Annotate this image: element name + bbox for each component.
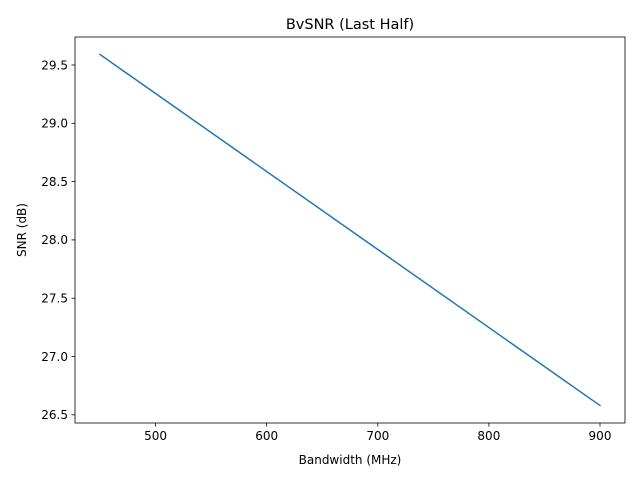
series-line: [98, 53, 602, 407]
series-layer: [98, 53, 602, 407]
x-tick-label: 600: [255, 429, 278, 443]
chart-title: BvSNR (Last Half): [286, 17, 414, 33]
y-tick-label: 27.0: [41, 350, 68, 364]
y-tick-label: 28.5: [41, 175, 68, 189]
x-tick-label: 900: [589, 429, 612, 443]
x-tick-label: 700: [366, 429, 389, 443]
x-axis: 500 600 700 800 900: [144, 423, 611, 443]
y-tick-label: 29.5: [41, 58, 68, 72]
plot-area-frame: [74, 36, 626, 424]
y-tick-label: 29.0: [41, 117, 68, 131]
y-tick-label: 27.5: [41, 292, 68, 306]
x-tick-label: 500: [144, 429, 167, 443]
y-tick-label: 28.0: [41, 233, 68, 247]
x-axis-label: Bandwidth (MHz): [299, 453, 402, 467]
x-tick-label: 800: [477, 429, 500, 443]
y-tick-label: 26.5: [41, 408, 68, 422]
y-axis-label: SNR (dB): [15, 203, 29, 257]
y-axis: 26.5 27.0 27.5 28.0 28.5 29.0 29.5: [41, 58, 75, 422]
